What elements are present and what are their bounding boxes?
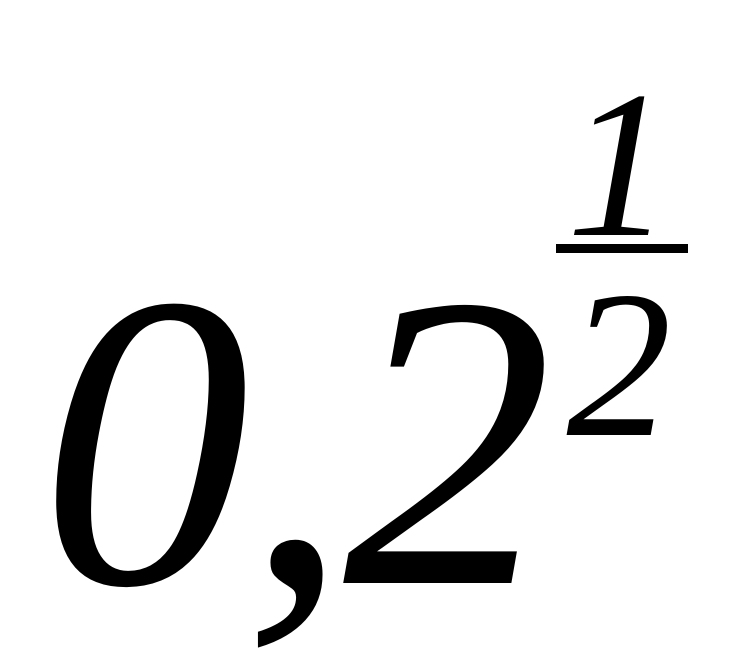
exponent-numerator: 1 (566, 49, 672, 281)
expression-base: 0,2 (40, 209, 553, 667)
exponent-denominator: 2 (566, 249, 672, 481)
fraction-bar (556, 244, 688, 253)
exponent-fraction: 1 2 (556, 49, 688, 470)
